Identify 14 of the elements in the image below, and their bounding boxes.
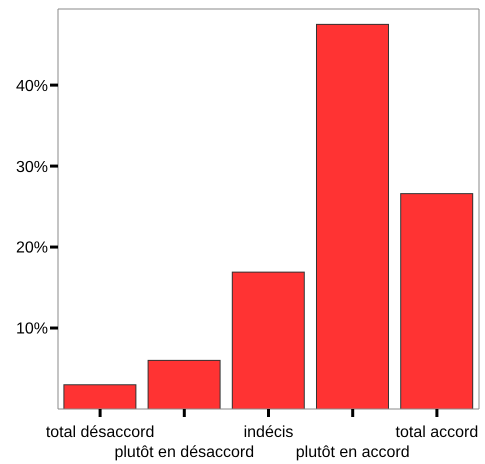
y-tick-label: 10% (16, 320, 48, 338)
x-tick-label: total désaccord (46, 424, 154, 441)
y-tick-label: 30% (16, 158, 48, 176)
bar (232, 272, 305, 409)
bar (63, 384, 136, 409)
bar (400, 193, 474, 409)
bar (316, 24, 389, 409)
x-tick-label: plutôt en désaccord (114, 444, 254, 461)
y-tick-label: 40% (16, 78, 48, 95)
y-tick-label: 20% (16, 240, 48, 257)
x-tick-label: total accord (396, 424, 478, 441)
x-tick-label: plutôt en accord (296, 444, 410, 461)
bar (148, 360, 221, 409)
x-tick-label: indécis (244, 424, 294, 441)
